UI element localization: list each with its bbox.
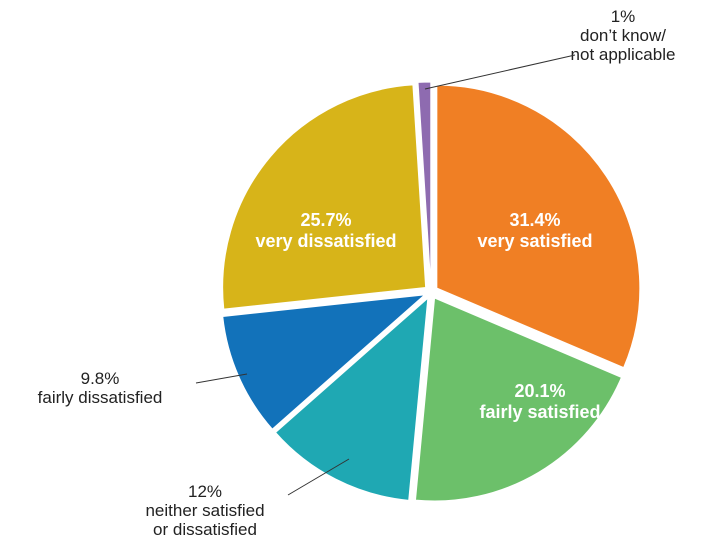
slice-caption-dont-know: not applicable [571, 45, 676, 64]
slice-percent-fairly-dissatisfied: 9.8% [81, 369, 120, 388]
pie-slice-very-satisfied [436, 84, 641, 369]
pie-slice-dont-know [417, 81, 432, 286]
slice-label-fairly-satisfied: 20.1% fairly satisfied [479, 381, 600, 422]
pie-slice-neither [274, 297, 429, 501]
slice-label-very-satisfied: 31.4% very satisfied [477, 210, 592, 251]
slice-caption-neither: or dissatisfied [153, 520, 257, 539]
slice-percent-neither: 12% [188, 482, 222, 501]
slice-label-neither: 12% neither satisfied or dissatisfied [145, 482, 264, 539]
slice-caption-dont-know: don’t know/ [580, 26, 666, 45]
slice-caption-fairly-satisfied: fairly satisfied [479, 402, 600, 422]
leader-line-dont-know [424, 54, 576, 90]
slice-caption-very-satisfied: very satisfied [477, 231, 592, 251]
slice-caption-fairly-dissatisfied: fairly dissatisfied [38, 388, 163, 407]
leader-line-neither [287, 458, 350, 496]
pie-slice-fairly-satisfied [414, 297, 623, 502]
pie-labels: 31.4% very satisfied 20.1% fairly satisfied… [38, 7, 676, 539]
slice-caption-neither: neither satisfied [145, 501, 264, 520]
slice-label-very-dissatisfied: 25.7% very dissatisfied [255, 210, 396, 251]
pie-slice-very-dissatisfied [222, 84, 427, 310]
pie-slice-fairly-dissatisfied [222, 294, 427, 430]
slice-caption-very-dissatisfied: very dissatisfied [255, 231, 396, 251]
slice-percent-fairly-satisfied: 20.1% [514, 381, 565, 401]
leader-line-fairly-dissatisfied [195, 373, 248, 384]
pie-slices [222, 81, 641, 502]
slice-label-fairly-dissatisfied: 9.8% fairly dissatisfied [38, 369, 163, 407]
slice-percent-very-dissatisfied: 25.7% [300, 210, 351, 230]
slice-percent-very-satisfied: 31.4% [509, 210, 560, 230]
slice-percent-dont-know: 1% [611, 7, 636, 26]
slice-label-dont-know: 1% don’t know/not applicable [571, 7, 676, 64]
